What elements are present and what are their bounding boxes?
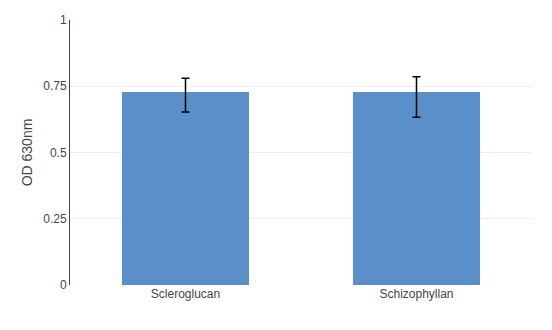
svg-text:Scleroglucan: Scleroglucan (151, 287, 220, 301)
svg-text:0.5: 0.5 (50, 146, 67, 160)
svg-text:0.25: 0.25 (43, 212, 67, 226)
svg-text:OD 630nm: OD 630nm (19, 119, 35, 187)
svg-text:0.75: 0.75 (43, 79, 67, 93)
svg-text:0: 0 (60, 278, 67, 292)
svg-text:1: 1 (60, 13, 67, 27)
svg-text:Schizophyllan: Schizophyllan (379, 287, 453, 301)
